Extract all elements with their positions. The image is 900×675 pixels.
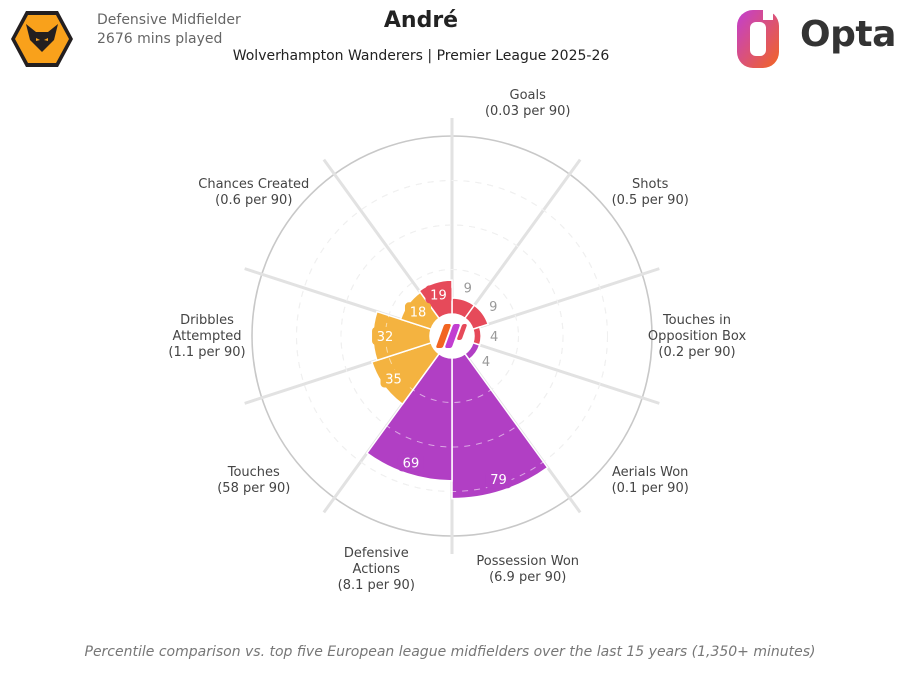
category-label: Aerials Won (0.1 per 90) <box>612 465 689 496</box>
value-label: 9 <box>464 281 472 296</box>
opta-logo-icon <box>737 8 779 68</box>
player-position: Defensive Midfielder <box>97 12 241 28</box>
radar-guide-ring-overlay <box>340 224 564 448</box>
player-name: André <box>383 8 459 33</box>
category-label: Goals (0.03 per 90) <box>485 88 571 119</box>
category-label: Possession Won (6.9 per 90) <box>476 554 579 585</box>
value-label-bg <box>485 470 512 489</box>
value-label-bg <box>380 369 407 388</box>
value-label: 18 <box>410 305 427 320</box>
value-label-bg <box>425 285 452 304</box>
wolves-badge-icon <box>11 11 73 67</box>
value-label: 9 <box>489 300 497 315</box>
radar-wedge <box>471 326 482 346</box>
opta-center-icon <box>436 324 467 348</box>
value-label: 32 <box>377 330 394 345</box>
value-label: 79 <box>490 473 507 488</box>
category-label: Touches (58 per 90) <box>217 465 290 496</box>
footer-note: Percentile comparison vs. top five Europ… <box>84 644 816 660</box>
value-label: 35 <box>385 372 402 387</box>
value-label: 4 <box>482 355 490 370</box>
value-label: 4 <box>490 330 498 345</box>
category-label: Chances Created (0.6 per 90) <box>198 177 309 208</box>
value-label-bg <box>404 302 431 321</box>
team-league-subtitle: Wolverhampton Wanderers | Premier League… <box>232 48 610 64</box>
radar-guide-ring-overlay <box>296 180 608 492</box>
category-label: Defensive Actions (8.1 per 90) <box>338 546 415 593</box>
category-label: Dribbles Attempted (1.1 per 90) <box>168 313 245 360</box>
category-label: Shots (0.5 per 90) <box>612 177 689 208</box>
radar-spoke <box>451 334 660 405</box>
value-label: 19 <box>430 288 447 303</box>
value-label-bg <box>397 453 424 472</box>
category-label: Touches in Opposition Box (0.2 per 90) <box>648 313 747 360</box>
value-label: 69 <box>403 456 420 471</box>
opta-wordmark: Opta <box>800 14 896 55</box>
minutes-played: 2676 mins played <box>97 31 223 47</box>
value-label-bg <box>372 327 399 345</box>
